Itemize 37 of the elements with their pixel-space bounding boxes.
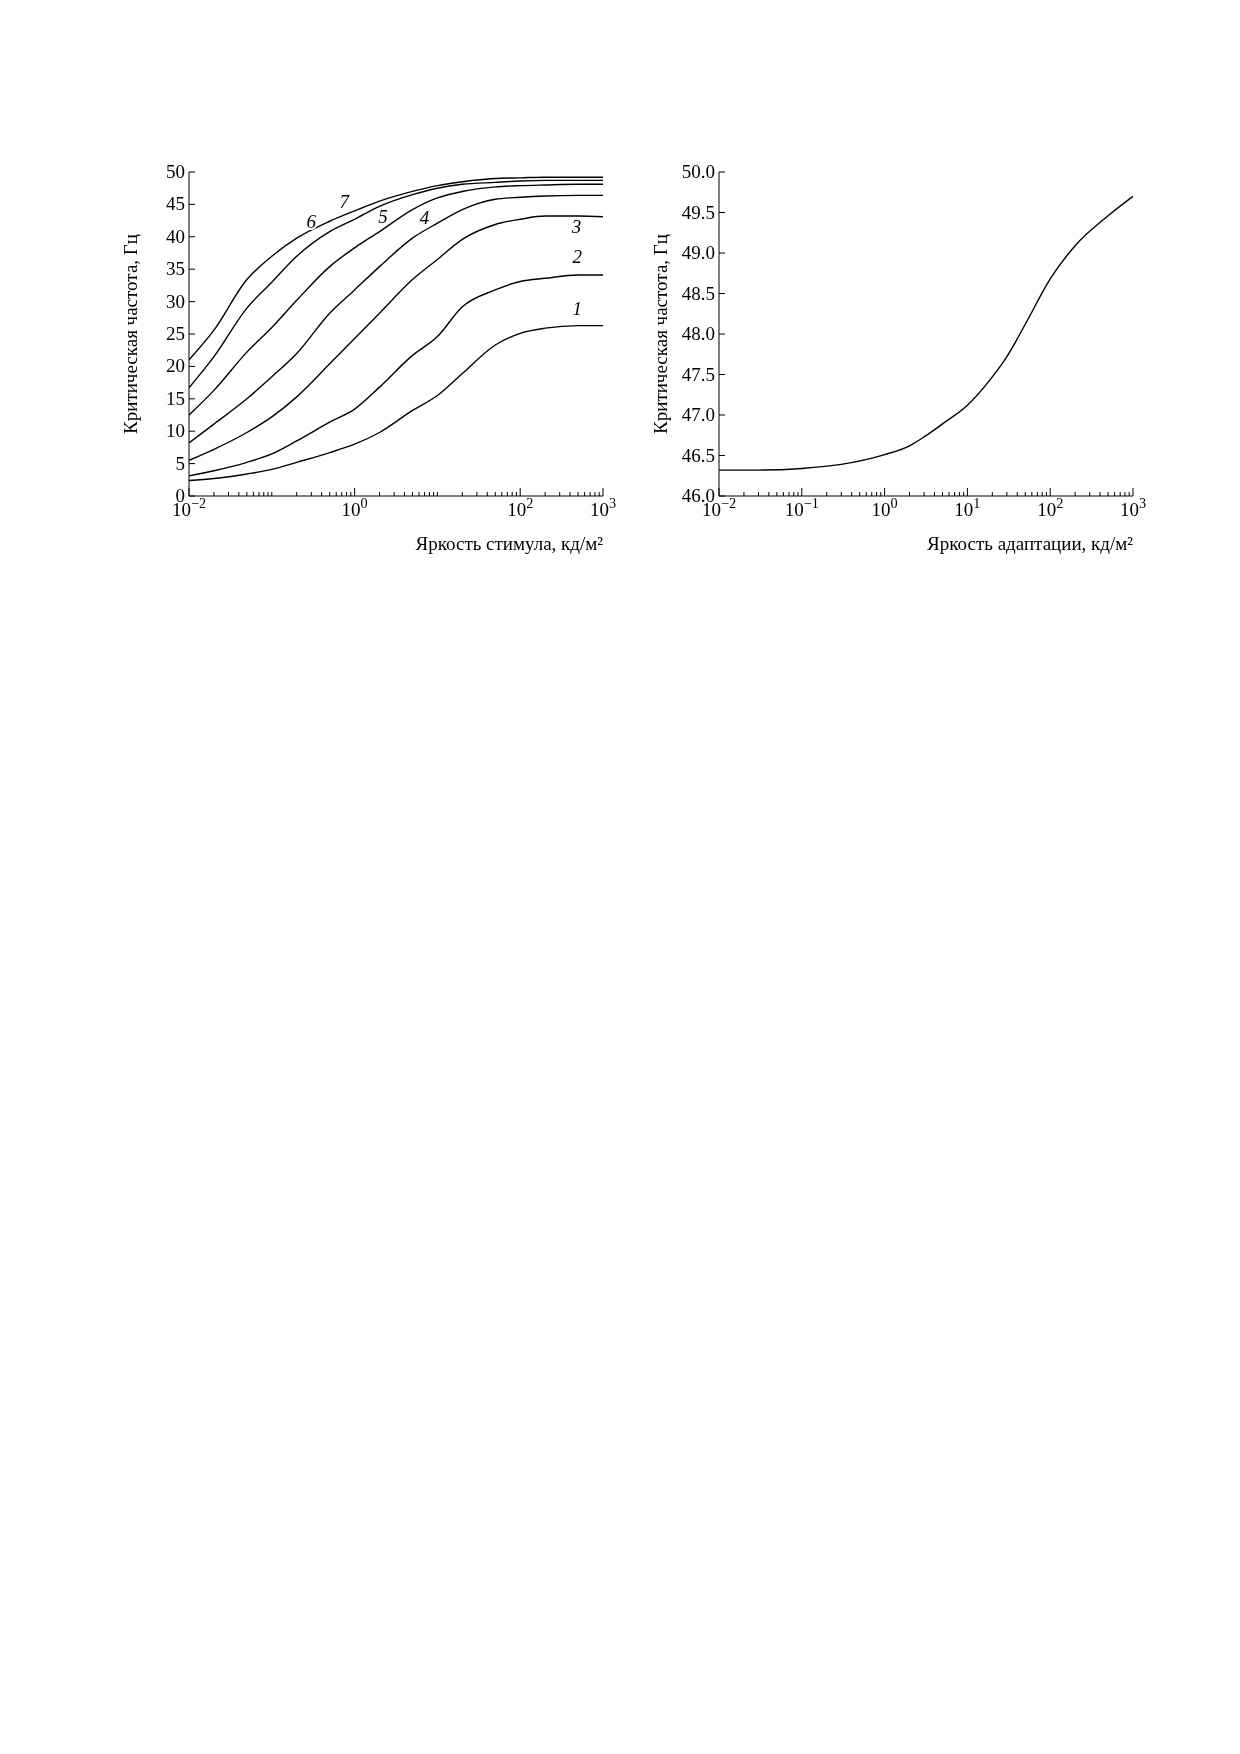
x-tick-label: 10$^{3}$ [1119,495,1147,520]
x-tick-label: 10$^{2}$ [507,495,534,520]
annotation: 3 [570,215,582,237]
x-tick-label: 10$^{1}$ [954,495,981,520]
y-tick-label: 49.5 [681,201,715,223]
y-tick-label: 25 [166,323,185,344]
annotation: 2 [572,245,583,267]
annotation: 5 [378,205,388,227]
x-axis-title: Яркость стимула, кд/м² [415,533,604,554]
x-tick-label: 10$^{3}$ [589,495,617,520]
y-tick-label: 50.0 [681,161,715,182]
y-tick-label: 15 [166,387,185,409]
y-tick-label: 30 [166,290,185,312]
y-tick-label: 46.5 [681,444,715,466]
x-tick-label: 10$^{2}$ [1037,495,1064,520]
y-axis-title: Критическая частота, Гц [650,234,671,434]
y-tick-label: 10 [166,420,185,442]
annotation: 1 [572,297,583,319]
annotation: 6 [306,211,317,233]
y-tick-label: 5 [175,452,185,474]
x-axis-title: Яркость адаптации, кд/м² [927,533,1134,554]
annotation: 7 [339,191,351,213]
annotation: 4 [419,206,430,228]
y-tick-label: 20 [166,355,185,377]
y-tick-label: 45 [166,193,185,215]
y-tick-label: 47.0 [681,404,715,425]
y-tick-label: 50 [166,161,185,182]
y-axis-title: Критическая частота, Гц [120,234,141,434]
y-tick-label: 40 [166,225,185,247]
x-tick-label: 10$^{−1}$ [784,495,819,520]
y-tick-label: 48.0 [681,323,715,344]
y-tick-label: 47.5 [681,363,715,385]
y-tick-label: 35 [166,258,185,280]
y-tick-label: 49.0 [681,242,715,263]
x-tick-label: 10$^{0}$ [341,495,368,520]
y-tick-label: 48.5 [681,282,715,304]
x-tick-label: 10$^{0}$ [871,495,898,520]
